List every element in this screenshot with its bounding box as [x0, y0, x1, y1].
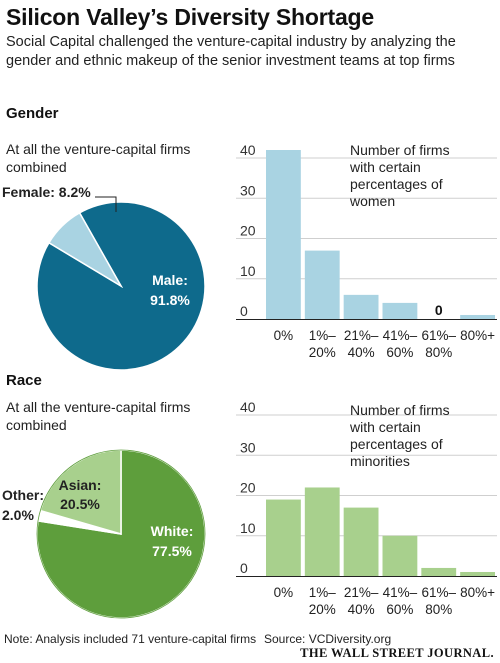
gender-category-label: 80%+: [460, 328, 495, 343]
race-pie-outline: [36, 449, 206, 619]
race-bar: [382, 535, 418, 576]
race-bar: [421, 567, 457, 576]
gender-ytick-label: 10: [240, 263, 256, 279]
race-section-label: Race: [6, 372, 42, 389]
race-ytick-label: 30: [240, 439, 256, 455]
page-subtitle: Social Capital challenged the venture-ca…: [6, 34, 456, 69]
other-value-label: 2.0%: [2, 507, 34, 523]
female-label: Female: 8.2%: [2, 184, 91, 200]
race-pie-chart: White: 77.5% Asian: 20.5% Other: 2.0%: [2, 449, 206, 619]
gender-bar: [460, 314, 495, 319]
gender-ytick-label: 0: [240, 303, 248, 319]
publisher-logo: THE WALL STREET JOURNAL.: [300, 646, 494, 660]
footnote: Note: Analysis included 71 venture-capit…: [4, 632, 257, 646]
asian-label: Asian:: [59, 477, 102, 493]
race-category-label: 0%: [274, 585, 294, 600]
gender-category-label: 60%: [386, 345, 413, 360]
race-category-label: 1%–: [309, 585, 337, 600]
gender-category-label: 41%–: [383, 328, 418, 343]
gender-ytick-label: 30: [240, 182, 256, 198]
gender-section-label: Gender: [6, 105, 59, 122]
race-ytick-label: 20: [240, 480, 256, 496]
gender-category-label: 80%: [425, 345, 452, 360]
male-value-label: 91.8%: [150, 292, 190, 308]
gender-ytick-label: 20: [240, 223, 256, 239]
race-ytick-label: 40: [240, 399, 256, 415]
gender-bar-caption: Number of firms with certain percentages…: [350, 142, 450, 209]
gender-category-label: 0%: [274, 328, 294, 343]
gender-bar: [382, 302, 418, 319]
asian-value-label: 20.5%: [60, 496, 100, 512]
gender-pie-chart: Male: 91.8% Female: 8.2%: [2, 184, 206, 371]
other-label: Other:: [2, 487, 44, 503]
gender-bar-chart: 0 10 20 30 40 0% 1%– 20% 21%– 40% 41%– 60% 0 61%– 80% 8…: [236, 142, 497, 360]
race-ytick-label: 0: [240, 560, 248, 576]
race-category-label: 80%+: [460, 585, 495, 600]
gender-zero-label: 0: [435, 302, 443, 318]
race-category-label: 20%: [309, 602, 336, 617]
gender-ytick-label: 40: [240, 142, 256, 158]
race-category-label: 80%: [425, 602, 452, 617]
race-bar: [460, 571, 495, 576]
page-title: Silicon Valley’s Diversity Shortage: [6, 4, 374, 30]
male-label: Male:: [152, 272, 188, 288]
gender-category-label: 1%–: [309, 328, 337, 343]
gender-bar: [343, 294, 379, 319]
female-leader-line: [95, 196, 117, 212]
race-bar: [304, 487, 340, 576]
gender-pie-caption: At all the venture-capital firms combine…: [6, 141, 191, 175]
white-value-label: 77.5%: [152, 543, 192, 559]
race-bar-caption: Number of firms with certain percentages…: [350, 402, 450, 469]
race-category-label: 61%–: [421, 585, 456, 600]
gender-category-label: 61%–: [421, 328, 456, 343]
race-ytick-label: 10: [240, 520, 256, 536]
race-category-label: 60%: [386, 602, 413, 617]
gender-bar: [266, 150, 301, 319]
gender-category-label: 21%–: [344, 328, 379, 343]
gender-category-label: 20%: [309, 345, 336, 360]
race-pie-caption: At all the venture-capital firms combine…: [6, 399, 191, 433]
race-bar-chart: 0 10 20 30 40 0% 1%– 20% 21%– 40% 41%– 60% 61%– 80% 80…: [236, 399, 497, 617]
white-label: White:: [151, 523, 194, 539]
race-category-label: 21%–: [344, 585, 379, 600]
gender-bar: [304, 250, 340, 319]
race-bar: [343, 507, 379, 576]
source-note: Source: VCDiversity.org: [264, 632, 392, 646]
race-bar: [266, 499, 301, 576]
race-category-label: 41%–: [383, 585, 418, 600]
race-category-label: 40%: [348, 602, 375, 617]
female-slice: [47, 211, 124, 289]
gender-category-label: 40%: [348, 345, 375, 360]
